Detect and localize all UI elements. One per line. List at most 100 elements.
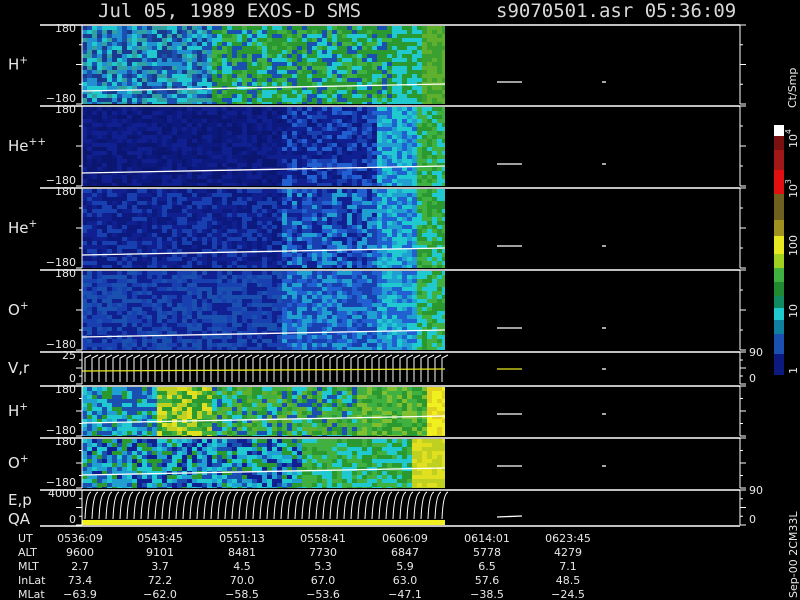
spectrogram-cell (272, 42, 277, 46)
spectrogram-cell (197, 347, 202, 350)
spectrogram-cell (157, 115, 162, 119)
colorbar-segment (774, 220, 784, 236)
spectrogram-cell (417, 86, 422, 90)
spectrogram-cell (182, 175, 187, 179)
spectrogram-cell (172, 50, 177, 54)
spectrogram-cell (112, 279, 117, 283)
spectrogram-cell (277, 94, 282, 98)
spectrogram-cell (257, 131, 262, 135)
spectrogram-cell (157, 221, 162, 225)
spectrogram-cell (217, 115, 222, 119)
spectrogram-cell (387, 183, 392, 186)
spectrogram-cell (167, 213, 172, 217)
spectrogram-cell (242, 193, 247, 197)
spectrogram-cell (292, 189, 297, 193)
spectrogram-cell (107, 30, 112, 34)
spectrogram-cell (197, 167, 202, 171)
spectrogram-cell (182, 283, 187, 287)
spectrogram-cell (107, 307, 112, 311)
spectrogram-cell (227, 171, 232, 175)
spectrogram-cell (432, 237, 437, 241)
spectrogram-cell (282, 115, 287, 119)
spectrogram-cell (317, 221, 322, 225)
spectrogram-cell (117, 30, 122, 34)
spectrogram-cell (422, 229, 427, 233)
spectrogram-cell (392, 217, 397, 221)
spectrogram-cell (402, 26, 407, 30)
spectrogram-cell (347, 175, 352, 179)
spectrogram-cell (147, 205, 152, 209)
spectrogram-cell (237, 38, 242, 42)
spectrogram-cell (327, 102, 332, 104)
spectrogram-cell (377, 54, 382, 58)
spectrogram-cell (382, 261, 387, 265)
spectrogram-cell (332, 189, 337, 193)
spectrogram-cell (407, 54, 412, 58)
spectrogram-cell (92, 287, 97, 291)
spectrogram-cell (347, 74, 352, 78)
spectrogram-cell (372, 38, 377, 42)
spectrogram-cell (237, 50, 242, 54)
spectrogram-cell (142, 257, 147, 261)
spectrogram-cell (237, 82, 242, 86)
spectrogram-cell (372, 201, 377, 205)
spectrogram-cell (337, 42, 342, 46)
spectrogram-cell (347, 107, 352, 111)
spectrogram-cell (197, 237, 202, 241)
spectrogram-cell (157, 123, 162, 127)
spectrogram-cell (207, 197, 212, 201)
spectrogram-cell (367, 159, 372, 163)
spectrogram-cell (102, 151, 107, 155)
spectrogram-cell (287, 38, 292, 42)
spectrogram-cell (232, 179, 237, 183)
spectrogram-cell (132, 249, 137, 253)
spectrogram-cell (122, 261, 127, 265)
spectrogram-cell (202, 299, 207, 303)
spectrogram-cell (432, 179, 437, 183)
spectrogram-cell (142, 38, 147, 42)
spectrogram-cell (152, 74, 157, 78)
spectrogram-cell (202, 249, 207, 253)
spectrogram-cell (127, 197, 132, 201)
spectrogram-cell (362, 38, 367, 42)
spectrogram-cell (117, 90, 122, 94)
spectrogram-cell (307, 143, 312, 147)
spectrogram-cell (422, 159, 427, 163)
spectrogram-cell (132, 331, 137, 335)
spectrogram-cell (152, 131, 157, 135)
spectrogram-cell (252, 131, 257, 135)
spectrogram-cell (437, 94, 442, 98)
spectrogram-cell (92, 111, 97, 115)
spectrogram-cell (202, 30, 207, 34)
spectrogram-cell (187, 279, 192, 283)
spectrogram-cell (327, 143, 332, 147)
spectrogram-cell (252, 58, 257, 62)
spectrogram-cell (427, 151, 432, 155)
spectrogram-cell (167, 221, 172, 225)
spectrogram-cell (332, 90, 337, 94)
spectrogram-cell (392, 90, 397, 94)
spectrogram-cell (382, 229, 387, 233)
spectrogram-cell (162, 147, 167, 151)
spectrogram-cell (337, 201, 342, 205)
spectrogram-cell (202, 94, 207, 98)
spectrogram-cell (172, 347, 177, 350)
spectrogram-cell (142, 339, 147, 343)
spectrogram-cell (432, 167, 437, 171)
spectrogram-cell (372, 167, 377, 171)
spectrogram-cell (427, 98, 432, 102)
spectrogram-cell (252, 249, 257, 253)
spectrogram-cell (167, 245, 172, 249)
spectrogram-cell (202, 261, 207, 265)
spectrogram-cell (142, 323, 147, 327)
spectrogram-cell (437, 253, 442, 257)
spectrogram-cell (232, 102, 237, 104)
spectrogram-cell (347, 209, 352, 213)
spectrogram-cell (307, 171, 312, 175)
spectrogram-cell (87, 225, 92, 229)
spectrogram-cell (177, 343, 182, 347)
spectrogram-cell (127, 159, 132, 163)
spectrogram-cell (197, 102, 202, 104)
spectrogram-cell (82, 127, 87, 131)
spectrogram-cell (292, 26, 297, 30)
